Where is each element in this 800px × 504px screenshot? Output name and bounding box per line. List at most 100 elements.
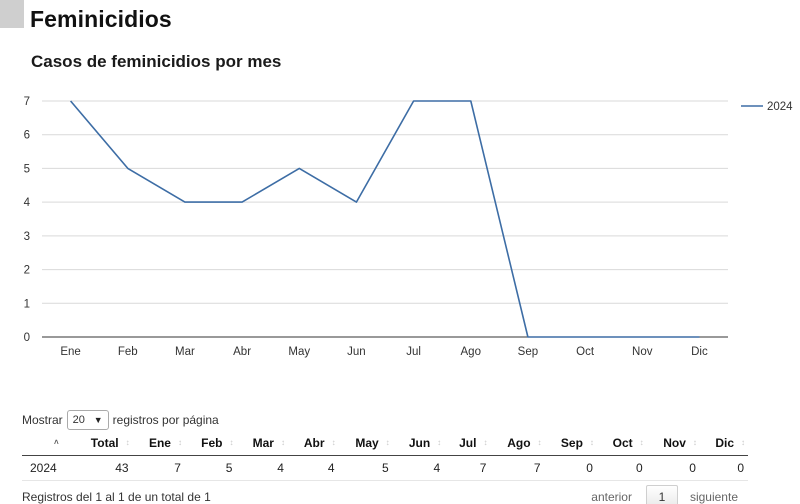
data-point[interactable] <box>640 335 645 340</box>
table-body: 2024 43 7 5 4 4 5 4 7 7 0 0 0 0 <box>22 455 748 481</box>
sort-icon: ↕ <box>639 438 644 447</box>
y-tick-label: 2 <box>24 265 30 277</box>
column-header[interactable]: Nov ↕ <box>646 431 700 456</box>
pagination: anterior 1 siguiente <box>591 485 738 504</box>
column-header-label: Feb <box>201 436 223 450</box>
column-header[interactable]: Oct ↕ <box>596 431 647 456</box>
current-page-button[interactable]: 1 <box>645 485 678 504</box>
table-cell: 7 <box>132 455 185 481</box>
data-point[interactable] <box>583 335 588 340</box>
column-header[interactable]: ˄ <box>22 431 73 456</box>
y-tick-label: 3 <box>24 231 30 243</box>
data-point[interactable] <box>68 99 73 104</box>
table-cell: 0 <box>646 455 700 481</box>
data-point[interactable] <box>297 166 302 171</box>
page-length-control: Mostrar 20 ▼ registros por página <box>22 410 219 430</box>
sort-icon: ↕ <box>385 438 390 447</box>
table-cell: 2024 <box>22 455 73 481</box>
data-point[interactable] <box>697 335 702 340</box>
column-header-label: Dic <box>715 436 734 450</box>
column-header-label: Abr <box>303 436 325 450</box>
column-header-label: Oct <box>612 436 633 450</box>
column-header[interactable]: Mar ↕ <box>236 431 288 456</box>
column-header-label: Jul <box>459 436 477 450</box>
chart-legend[interactable]: 2024 <box>741 101 793 113</box>
column-header[interactable]: Dic ↕ <box>699 431 748 456</box>
table-cell: 4 <box>392 455 445 481</box>
table-cell: 4 <box>287 455 339 481</box>
column-header[interactable]: Jun ↕ <box>392 431 445 456</box>
column-header[interactable]: Sep ↕ <box>544 431 597 456</box>
sort-icon: ↕ <box>229 438 234 447</box>
table-cell: 7 <box>490 455 545 481</box>
sort-icon: ↕ <box>589 438 594 447</box>
sort-icon: ↕ <box>741 438 745 447</box>
x-tick-label: Sep <box>518 346 538 358</box>
x-tick-label: Ene <box>60 346 80 358</box>
length-label-before: Mostrar <box>22 413 63 427</box>
column-header[interactable]: Abr ↕ <box>287 431 339 456</box>
series-line-2024 <box>69 100 700 338</box>
chart-y-axis: 0 1 2 3 4 5 6 7 <box>24 96 31 344</box>
column-header[interactable]: Feb ↕ <box>184 431 237 456</box>
next-page-button[interactable]: siguiente <box>689 490 738 504</box>
column-header-label: Ene <box>148 436 171 450</box>
data-point[interactable] <box>125 166 130 171</box>
table-cell: 5 <box>338 455 393 481</box>
column-header[interactable]: Ago ↕ <box>490 431 545 456</box>
table-info: Registros del 1 al 1 de un total de 1 <box>22 490 211 504</box>
data-point[interactable] <box>468 99 473 104</box>
column-header[interactable]: Total ↕ <box>72 431 133 456</box>
corner-decoration <box>0 0 24 28</box>
column-header-label <box>26 436 36 450</box>
line-chart: 0 1 2 3 4 5 6 7 Ene Feb Mar Abr May Jun Jul Ago Sep Oct N… <box>24 96 794 358</box>
table-cell: 0 <box>544 455 597 481</box>
column-header-label: Mar <box>252 436 274 450</box>
sort-icon: ↕ <box>483 438 488 447</box>
x-tick-label: Abr <box>233 346 251 358</box>
y-tick-label: 0 <box>24 332 30 344</box>
chart-gridlines <box>42 100 728 338</box>
data-point[interactable] <box>354 200 359 205</box>
page-length-value: 20 <box>72 414 85 426</box>
sort-icon: ↕ <box>280 438 285 447</box>
y-tick-label: 1 <box>24 298 30 310</box>
previous-page-button[interactable]: anterior <box>591 490 632 504</box>
sort-icon: ˄ <box>54 438 59 447</box>
data-point[interactable] <box>525 335 530 340</box>
column-header-label: Total <box>90 436 119 450</box>
y-tick-label: 5 <box>24 163 30 175</box>
sort-icon: ↕ <box>177 438 182 447</box>
x-tick-label: Nov <box>632 346 653 358</box>
chart-series <box>68 99 702 340</box>
x-tick-label: Dic <box>691 346 708 358</box>
page-length-select[interactable]: 20 ▼ <box>66 410 109 430</box>
table-cell: 43 <box>72 455 133 481</box>
table-header-row: ˄ Total ↕ Ene ↕ Feb ↕ Mar ↕ Abr ↕ May ↕ Jun ↕ Jul ↕ Ago ↕ S… <box>22 431 748 456</box>
sort-icon: ↕ <box>437 438 442 447</box>
column-header[interactable]: Jul ↕ <box>444 431 491 456</box>
data-point[interactable] <box>411 99 416 104</box>
data-point[interactable] <box>182 200 187 205</box>
data-point[interactable] <box>240 200 245 205</box>
column-header-label: May <box>355 436 379 450</box>
chevron-down-icon: ▼ <box>93 415 103 425</box>
x-tick-label: Oct <box>576 346 595 358</box>
x-tick-label: Feb <box>118 346 138 358</box>
column-header[interactable]: Ene ↕ <box>132 431 185 456</box>
legend-label: 2024 <box>767 101 793 113</box>
x-tick-label: Mar <box>175 346 195 358</box>
x-tick-label: Ago <box>461 346 481 358</box>
y-tick-label: 4 <box>24 197 31 209</box>
table-cell: 7 <box>444 455 491 481</box>
column-header[interactable]: May ↕ <box>338 431 393 456</box>
x-tick-label: May <box>288 346 310 358</box>
sort-icon: ↕ <box>537 438 542 447</box>
table-row: 2024 43 7 5 4 4 5 4 7 7 0 0 0 0 <box>22 455 748 481</box>
column-header-label: Sep <box>560 436 583 450</box>
y-tick-label: 7 <box>24 96 30 108</box>
sort-icon: ↕ <box>331 438 336 447</box>
x-tick-label: Jun <box>347 346 366 358</box>
column-header-label: Jun <box>408 436 431 450</box>
